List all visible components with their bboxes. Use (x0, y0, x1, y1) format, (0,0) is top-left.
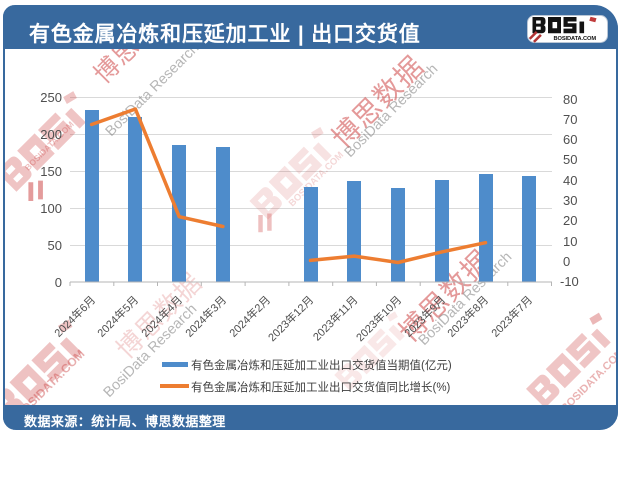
svg-text:BOSIDATA.COM: BOSIDATA.COM (554, 36, 597, 42)
